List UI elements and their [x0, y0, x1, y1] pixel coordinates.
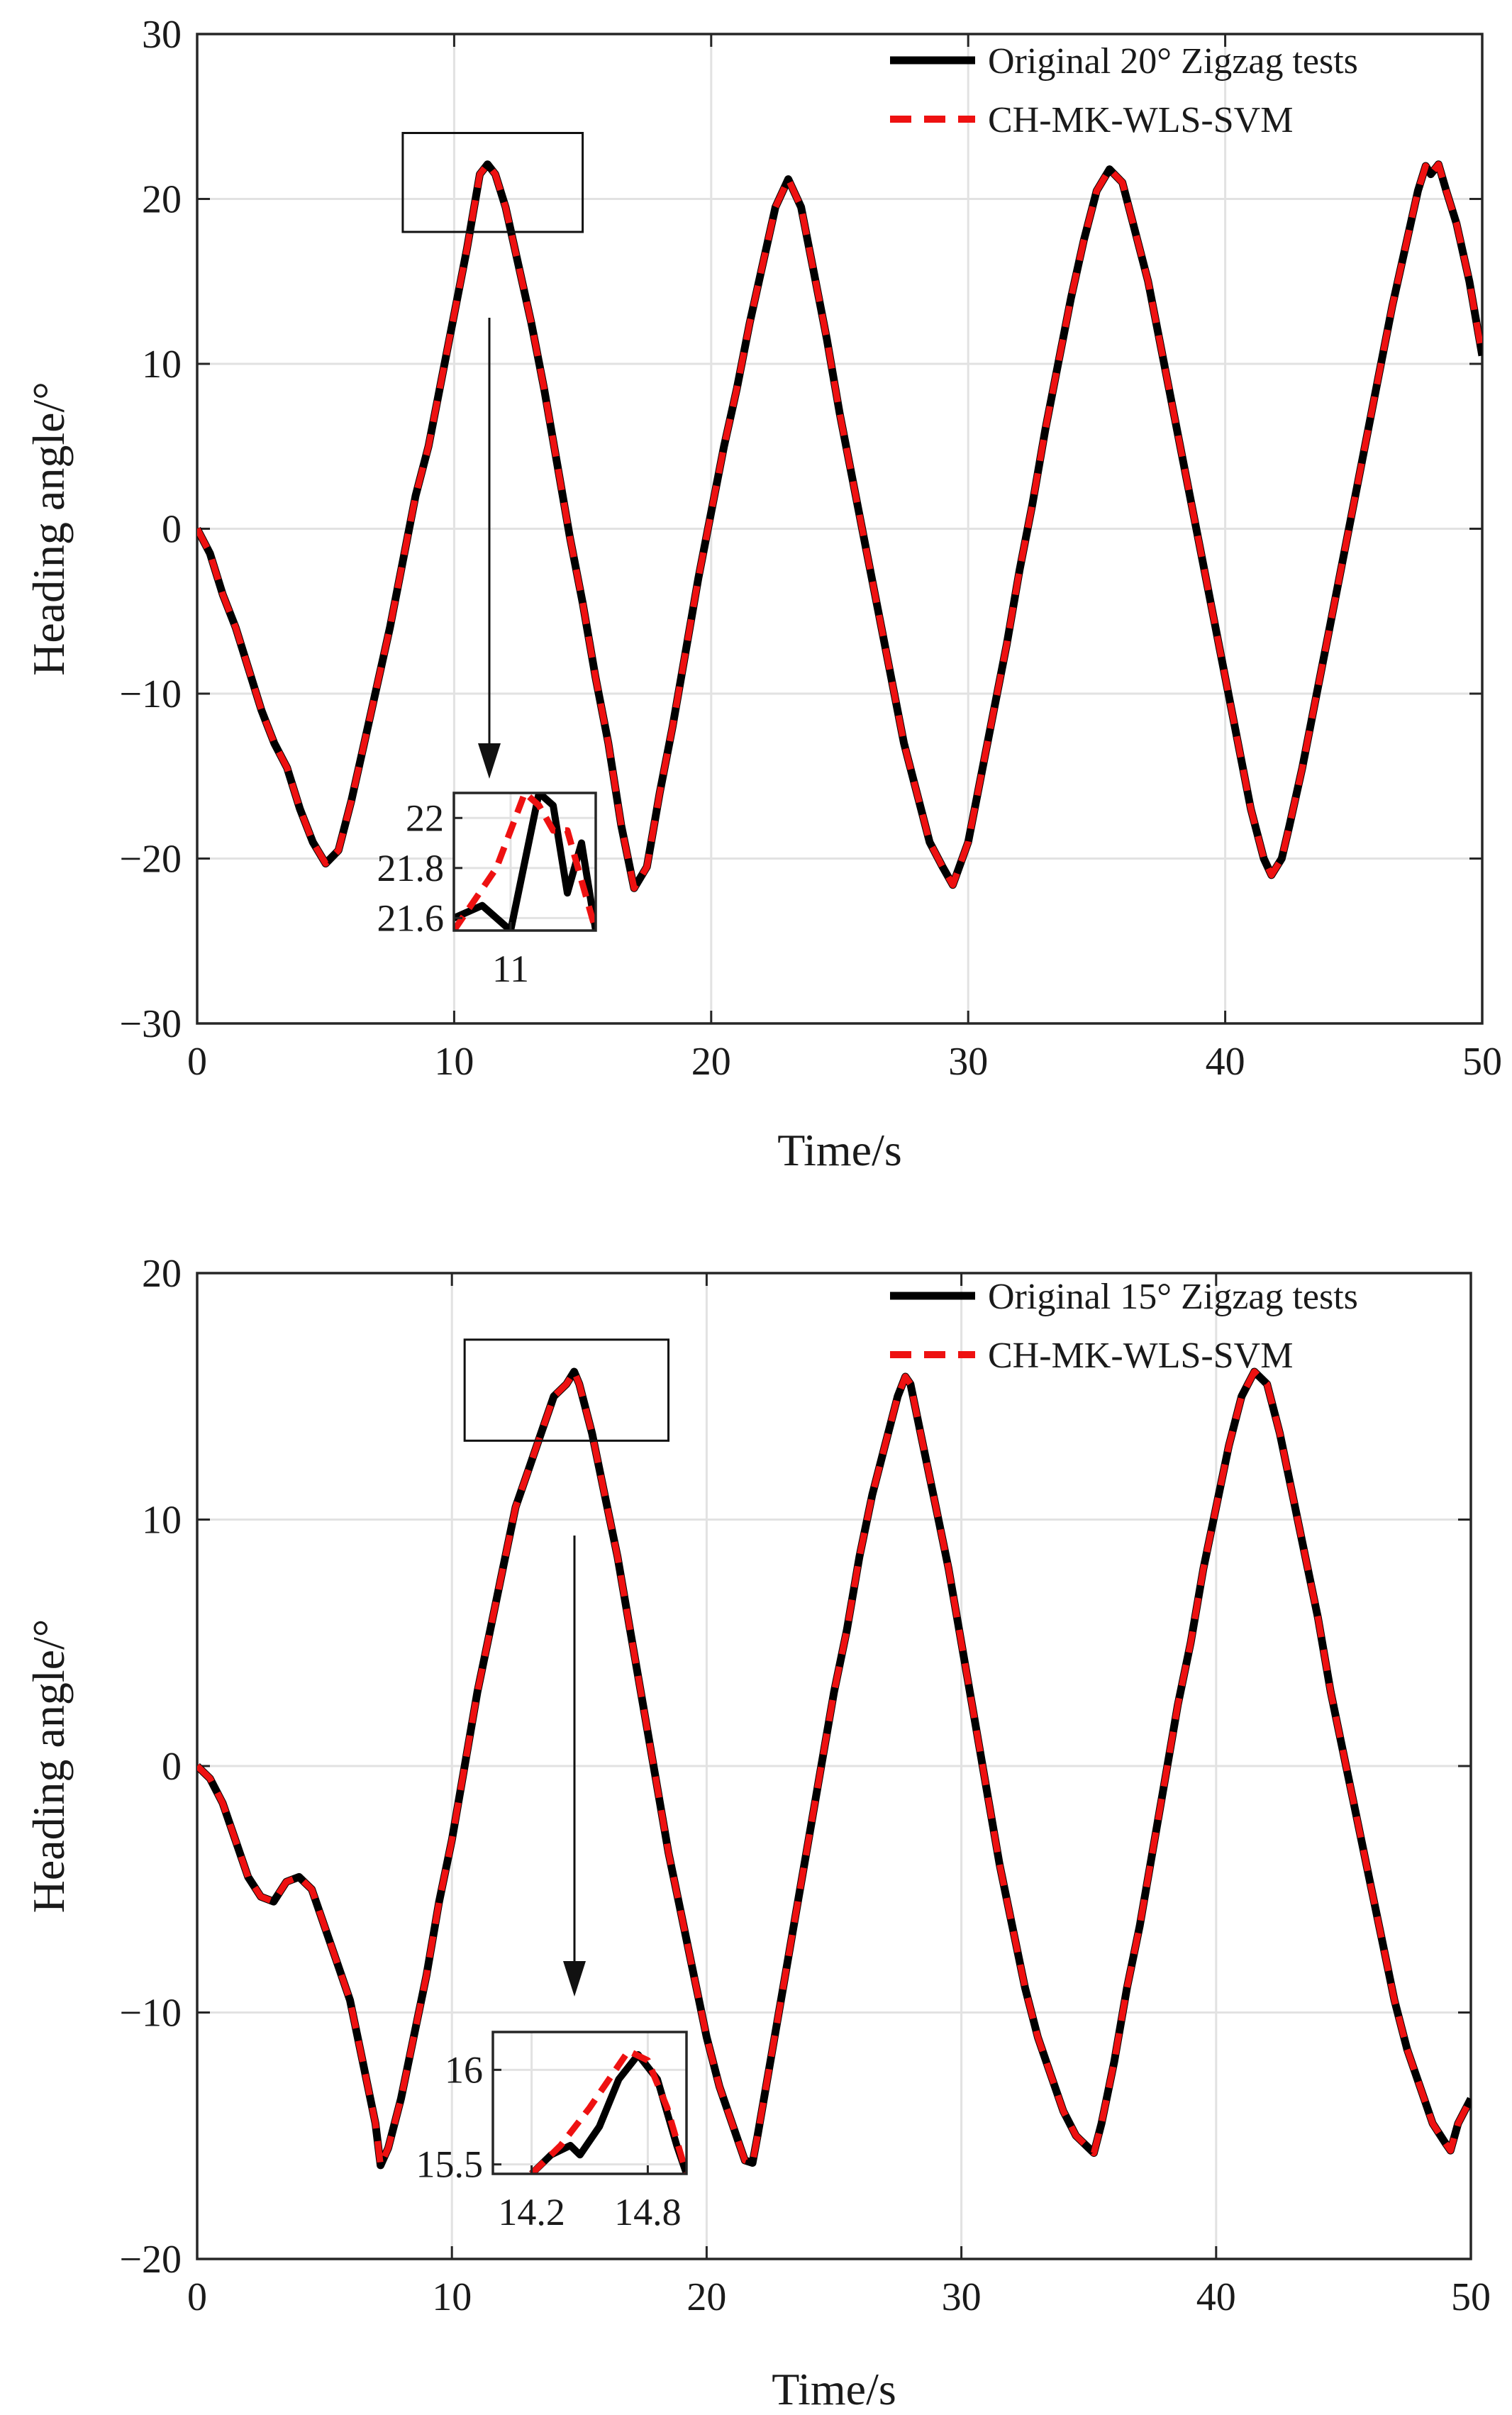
y-tick-label: −10 — [119, 1992, 182, 2036]
inset-y-tick-label: 16 — [445, 2048, 483, 2091]
x-axis-label: Time/s — [777, 1125, 902, 1175]
inset-y-tick-label: 21.6 — [377, 896, 445, 939]
x-tick-label: 20 — [691, 1040, 731, 1084]
inset-x-tick-label: 11 — [492, 948, 529, 990]
x-tick-label: 50 — [1462, 1040, 1502, 1084]
series-line-model — [197, 1368, 1471, 2169]
x-tick-label: 10 — [434, 1040, 474, 1084]
legend: Original 15° Zigzag tests CH-MK-WLS-SVM — [890, 1277, 1358, 1376]
series-line-model — [197, 161, 1482, 892]
inset-series-original — [529, 2051, 686, 2174]
y-axis-label: Heading angle/° — [23, 382, 74, 676]
y-tick-label: −20 — [119, 838, 182, 882]
inset-series-original — [454, 793, 596, 931]
inset-frame — [491, 2031, 688, 2175]
x-tick-label: 10 — [432, 2275, 472, 2319]
y-tick-label: −30 — [119, 1002, 182, 1046]
y-tick-label: 10 — [142, 343, 182, 387]
inset-series-model — [454, 793, 596, 931]
y-tick-label: 20 — [142, 1252, 182, 1296]
inset-frame — [452, 792, 597, 932]
y-tick-label: 0 — [162, 1745, 182, 1789]
chart-bottom: 0 10 20 30 40 50 −20 −10 0 10 20 Time/s Heading angl… — [23, 1252, 1491, 2414]
x-axis-label: Time/s — [772, 2364, 896, 2414]
x-tick-label: 30 — [942, 2275, 982, 2319]
series-line-original — [197, 160, 1482, 892]
zoom-box — [463, 1338, 670, 1442]
x-tick-label: 40 — [1196, 2275, 1236, 2319]
inset-chart: 21.6 21.8 22 11 — [377, 792, 597, 990]
x-tick-label: 40 — [1206, 1040, 1245, 1084]
y-axis-label: Heading angle/° — [23, 1619, 74, 1914]
inset-chart: 15.5 16 14.2 14.8 — [416, 2031, 688, 2233]
inset-x-tick-label: 14.2 — [498, 2191, 565, 2233]
legend-label-model: CH-MK-WLS-SVM — [988, 1336, 1293, 1376]
inset-series-model — [529, 2048, 686, 2174]
y-tick-label: 10 — [142, 1499, 182, 1543]
y-tick-label: 30 — [142, 13, 182, 57]
legend-label-original: Original 15° Zigzag tests — [988, 1277, 1358, 1317]
x-tick-label: 0 — [187, 1040, 207, 1084]
x-tick-label: 20 — [686, 2275, 726, 2319]
legend-label-model: CH-MK-WLS-SVM — [988, 100, 1293, 140]
inset-y-tick-label: 15.5 — [416, 2143, 484, 2186]
inset-y-tick-label: 22 — [406, 796, 444, 839]
y-tick-label: 20 — [142, 178, 182, 222]
inset-y-tick-label: 21.8 — [377, 847, 445, 889]
y-tick-label: −20 — [119, 2238, 182, 2282]
zoom-arrow-head — [563, 1961, 586, 1997]
legend-label-original: Original 20° Zigzag tests — [988, 41, 1358, 82]
y-tick-label: −10 — [119, 672, 182, 716]
x-tick-label: 0 — [187, 2275, 207, 2319]
zoom-box — [401, 132, 584, 233]
chart-top: 0 10 20 30 40 50 −30 −20 −10 0 10 20 30 Time/s Heading… — [23, 13, 1502, 1175]
x-tick-label: 30 — [948, 1040, 988, 1084]
inset-x-tick-label: 14.8 — [614, 2191, 682, 2233]
y-tick-label: 0 — [162, 508, 182, 552]
zoom-arrow-head — [478, 743, 501, 779]
legend: Original 20° Zigzag tests CH-MK-WLS-SVM — [890, 41, 1358, 140]
x-tick-label: 50 — [1451, 2275, 1491, 2319]
series-line-original — [197, 1367, 1471, 2170]
